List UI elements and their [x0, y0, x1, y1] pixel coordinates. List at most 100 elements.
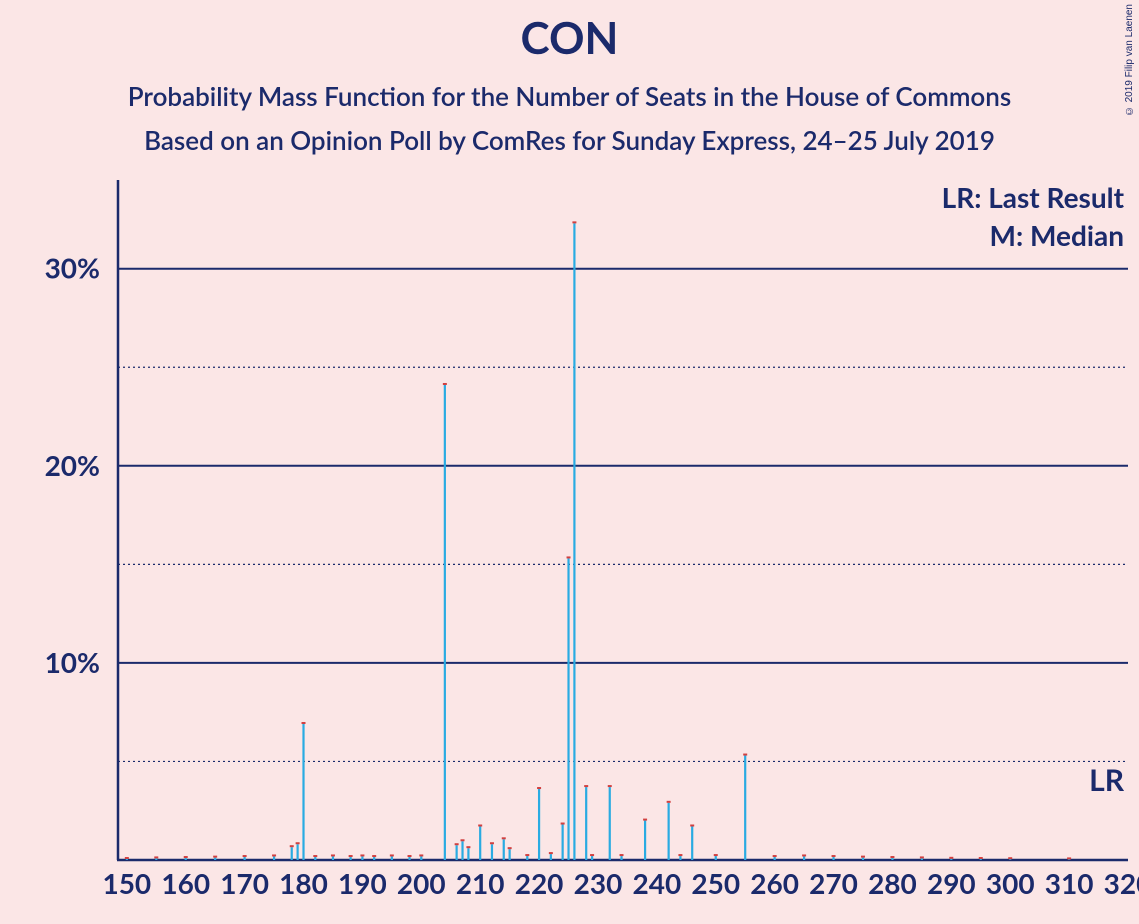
bar: [950, 859, 952, 860]
bar: [456, 845, 458, 860]
bar: [1068, 859, 1070, 860]
bar: [126, 859, 128, 860]
bar-cap: [490, 842, 494, 844]
copyright-text: © 2019 Filip van Laenen: [1124, 4, 1135, 116]
bar-cap: [643, 819, 647, 821]
bar: [244, 857, 246, 860]
bar: [467, 848, 469, 860]
bar: [214, 858, 216, 860]
bar: [297, 844, 299, 860]
bar: [314, 857, 316, 860]
x-tick-label: 290: [927, 866, 976, 900]
bar-cap: [461, 839, 465, 841]
x-tick-label: 300: [986, 866, 1035, 900]
bar: [832, 857, 834, 860]
bar: [491, 844, 493, 860]
bar: [332, 856, 334, 860]
x-tick-label: 270: [809, 866, 858, 900]
x-tick-label: 320: [1104, 866, 1139, 900]
bar-cap: [313, 855, 317, 857]
bar-cap: [502, 837, 506, 839]
bar-cap: [832, 855, 836, 857]
x-tick-label: 260: [750, 866, 799, 900]
bar-cap: [525, 854, 529, 856]
bar: [585, 787, 587, 860]
bar: [691, 826, 693, 860]
bar-cap: [667, 801, 671, 803]
bar-cap: [979, 857, 983, 859]
bar-cap: [154, 856, 158, 858]
bar-cap: [584, 785, 588, 787]
bar-cap: [549, 852, 553, 854]
bar-cap: [608, 785, 612, 787]
x-tick-label: 170: [220, 866, 269, 900]
bar-cap: [455, 843, 459, 845]
bar: [744, 756, 746, 860]
bar: [1009, 859, 1011, 860]
x-tick-label: 160: [161, 866, 210, 900]
bar-cap: [590, 854, 594, 856]
bar-cap: [125, 857, 129, 859]
bar: [562, 825, 564, 860]
bar-cap: [561, 823, 565, 825]
x-tick-label: 280: [868, 866, 917, 900]
bar-cap: [290, 845, 294, 847]
pmf-chart: CON Probability Mass Function for the Num…: [0, 0, 1139, 924]
bar: [715, 856, 717, 860]
bar: [391, 856, 393, 860]
bar: [350, 857, 352, 860]
bar-cap: [466, 846, 470, 848]
bar-cap: [567, 556, 571, 558]
bar-cap: [949, 857, 953, 859]
y-tick-label: 30%: [45, 251, 100, 285]
bar: [573, 223, 575, 860]
x-tick-label: 190: [338, 866, 387, 900]
legend-line: M: Median: [990, 218, 1124, 252]
lr-label: LR: [1089, 762, 1125, 798]
bar-cap: [690, 824, 694, 826]
chart-subtitle-1: Probability Mass Function for the Number…: [128, 80, 1011, 112]
bar: [361, 856, 363, 860]
bar-cap: [478, 824, 482, 826]
bar: [538, 789, 540, 860]
x-tick-label: 250: [691, 866, 740, 900]
x-tick-label: 240: [632, 866, 681, 900]
x-tick-label: 310: [1045, 866, 1094, 900]
bar: [420, 856, 422, 860]
bar: [408, 857, 410, 860]
bar: [291, 847, 293, 860]
bar-cap: [372, 855, 376, 857]
bar-cap: [743, 754, 747, 756]
bar-cap: [349, 855, 353, 857]
bar: [479, 826, 481, 860]
bar: [509, 849, 511, 860]
bar-cap: [773, 855, 777, 857]
bar: [155, 858, 157, 860]
bar-cap: [861, 856, 865, 858]
bar: [679, 856, 681, 860]
bar-cap: [390, 854, 394, 856]
bar: [774, 857, 776, 860]
legend-line: LR: Last Result: [942, 180, 1125, 214]
bar: [373, 857, 375, 860]
bar-cap: [213, 856, 217, 858]
bar: [567, 558, 569, 860]
bar: [550, 854, 552, 860]
chart-subtitle-2: Based on an Opinion Poll by ComRes for S…: [144, 124, 995, 156]
bar-cap: [537, 787, 541, 789]
bar-cap: [620, 854, 624, 856]
bar-cap: [678, 854, 682, 856]
bar: [980, 859, 982, 860]
bar: [668, 803, 670, 860]
chart-title: CON: [521, 12, 619, 64]
bar: [921, 858, 923, 860]
bar: [444, 385, 446, 860]
bar-cap: [890, 856, 894, 858]
bar-cap: [920, 856, 924, 858]
x-tick-label: 150: [102, 866, 151, 900]
bar: [185, 858, 187, 860]
bar-cap: [802, 854, 806, 856]
x-tick-label: 180: [279, 866, 328, 900]
bar: [620, 856, 622, 860]
y-tick-label: 20%: [45, 448, 100, 482]
